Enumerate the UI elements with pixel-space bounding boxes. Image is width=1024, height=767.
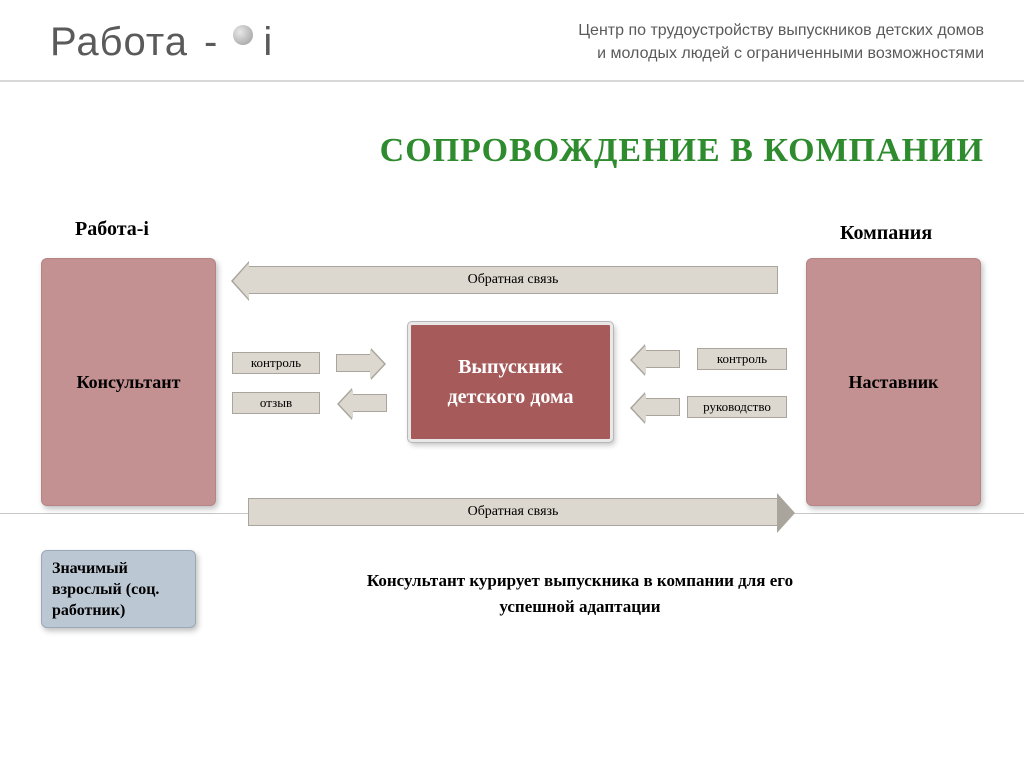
header: Работа - i Центр по трудоустройству выпу… bbox=[0, 0, 1024, 82]
mentor-label: Наставник bbox=[849, 372, 939, 393]
control-left-label: контроль bbox=[232, 352, 320, 374]
diagram: Работа-i Компания Консультант Наставник … bbox=[0, 200, 1024, 580]
review-arrow-icon bbox=[352, 394, 387, 412]
feedback-arrow-top: Обратная связь bbox=[248, 266, 778, 294]
consultant-label: Консультант bbox=[76, 372, 180, 393]
control-right-label: контроль bbox=[697, 348, 787, 370]
social-worker-box: Значимый взрослый (соц. работник) bbox=[41, 550, 196, 628]
logo-text: Работа bbox=[50, 20, 188, 65]
logo: Работа - i bbox=[50, 20, 272, 65]
feedback-top-label: Обратная связь bbox=[468, 272, 559, 288]
mentor-box: Наставник bbox=[806, 258, 981, 506]
review-label: отзыв bbox=[232, 392, 320, 414]
social-worker-line2: взрослый (соц. bbox=[52, 580, 159, 601]
graduate-box: Выпускник детского дома bbox=[408, 322, 613, 442]
guidance-label: руководство bbox=[687, 396, 787, 418]
logo-dot-icon bbox=[233, 25, 253, 45]
logo-suffix: i bbox=[263, 20, 272, 65]
control-right-arrow-icon bbox=[645, 350, 680, 368]
tagline-line2: и молодых людей с ограниченными возможно… bbox=[312, 43, 984, 65]
caption-line2: успешной адаптации bbox=[300, 594, 860, 620]
right-column-label: Компания bbox=[840, 222, 932, 245]
control-left-arrow-icon bbox=[336, 354, 371, 372]
social-worker-line3: работник) bbox=[52, 601, 159, 622]
feedback-bottom-label: Обратная связь bbox=[468, 504, 559, 520]
guidance-arrow-icon bbox=[645, 398, 680, 416]
graduate-line2: детского дома bbox=[447, 382, 573, 412]
logo-dash: - bbox=[204, 20, 217, 65]
graduate-line1: Выпускник bbox=[447, 352, 573, 382]
tagline-line1: Центр по трудоустройству выпускников дет… bbox=[312, 20, 984, 42]
page-title: СОПРОВОЖДЕНИЕ В КОМПАНИИ bbox=[0, 82, 1024, 200]
caption-line1: Консультант курирует выпускника в компан… bbox=[300, 568, 860, 594]
caption: Консультант курирует выпускника в компан… bbox=[300, 568, 860, 619]
left-column-label: Работа-i bbox=[75, 218, 149, 241]
consultant-box: Консультант bbox=[41, 258, 216, 506]
feedback-arrow-bottom: Обратная связь bbox=[248, 498, 778, 526]
social-worker-line1: Значимый bbox=[52, 559, 159, 580]
tagline: Центр по трудоустройству выпускников дет… bbox=[312, 20, 984, 65]
